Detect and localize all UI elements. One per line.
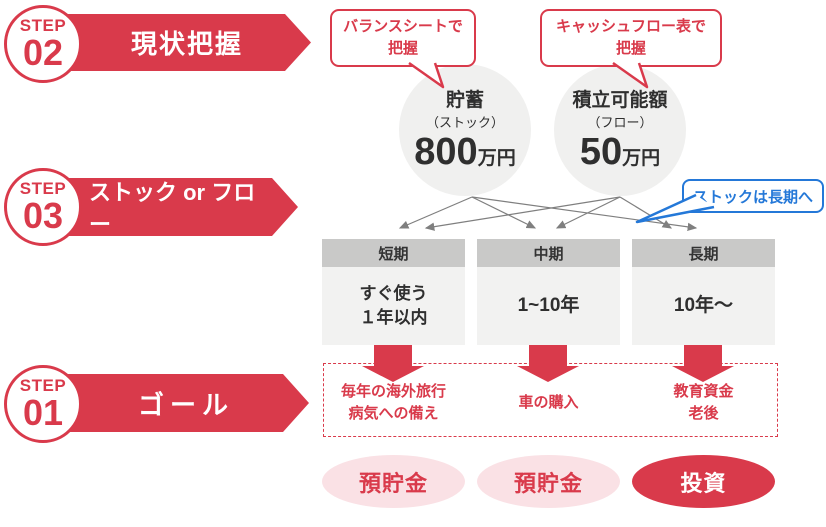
reserve-amount-value: 50 [579,131,623,173]
arrow-reserve-to-mid [555,196,621,229]
arrow-reserve-to-long [619,196,673,229]
balance-sheet-callout-line2: 把握 [387,40,418,57]
reserve-amount: 50万円 [580,133,660,171]
reserve-title: 積立可能額 [572,90,668,111]
balance-sheet-callout-line1: バランスシートで [343,18,463,36]
method-investment-label: 投資 [680,470,727,496]
method-deposit-oval-short: 預貯金 [322,455,465,508]
step01-number: 01 [22,392,64,433]
step01-banner: ゴール [55,374,309,432]
reserve-subtitle: （フロー） [587,114,653,130]
term-column-mid: 中期 1~10年 [477,239,620,345]
method-deposit-label-mid: 預貯金 [513,470,583,496]
step02-banner: 現状把握 [55,14,311,71]
method-deposit-oval-mid: 預貯金 [477,455,620,508]
step03-title: ストック or フロー [89,180,256,237]
goal-short-line2: 病気への備え [348,405,439,422]
step02-badge: STEP 02 [4,5,82,83]
savings-amount: 800万円 [414,133,515,171]
goal-long-term: 教育資金 老後 [632,380,775,426]
term-mid-header: 中期 [477,239,620,267]
term-short-body: すぐ使う １年以内 [322,267,465,345]
goal-long-line2: 老後 [688,405,719,422]
reserve-flow-circle: 積立可能額 （フロー） 50万円 [554,64,686,196]
stock-long-term-text: ストックは長期へ [692,188,813,206]
term-long-header: 長期 [632,239,775,267]
cash-flow-callout-line1: キャッシュフロー表で [555,18,706,36]
arrow-reserve-to-short [424,196,621,231]
term-column-long: 長期 10年～ [632,239,775,345]
balance-sheet-callout: バランスシートで 把握 [330,9,476,67]
method-investment-oval: 投資 [632,455,775,508]
savings-amount-value: 800 [414,131,478,173]
step01-badge: STEP 01 [4,365,82,443]
method-deposit-label-short: 預貯金 [358,470,428,496]
step02-number: 02 [22,32,64,73]
step01-title: ゴール [137,389,234,420]
goal-mid-term: 車の購入 [477,380,620,426]
term-mid-body: 1~10年 [477,267,620,345]
goal-mid-line1: 車の購入 [518,393,579,411]
goal-short-term: 毎年の海外旅行 病気への備え [322,380,465,426]
savings-stock-circle: 貯蓄 （ストック） 800万円 [399,64,531,196]
cash-flow-callout-line2: 把握 [615,40,646,57]
goal-long-line1: 教育資金 [673,382,734,400]
step01-label: STEP [19,376,67,395]
reserve-amount-unit: 万円 [622,148,661,169]
step03-number: 03 [22,195,64,236]
step03-banner: ストック or フロー [55,178,298,236]
allocation-arrows [398,196,698,232]
term-long-body: 10年～ [632,267,775,345]
cash-flow-callout: キャッシュフロー表で 把握 [540,9,722,67]
term-short-line2: １年以内 [359,308,428,327]
savings-subtitle: （ストック） [425,114,504,130]
arrow-savings-to-mid [471,196,537,229]
term-column-short: 短期 すぐ使う １年以内 [322,239,465,345]
step02-label: STEP [19,16,67,35]
step03-label: STEP [19,179,67,198]
term-short-header: 短期 [322,239,465,267]
arrow-savings-to-long [471,196,698,232]
stock-long-term-callout: ストックは長期へ [682,179,824,213]
step03-badge: STEP 03 [4,168,82,246]
term-mid-line1: 1~10年 [517,294,580,316]
goal-short-line1: 毎年の海外旅行 [340,382,446,400]
step02-title: 現状把握 [130,29,243,59]
term-short-line1: すぐ使う [359,284,428,304]
term-long-line1: 10年～ [673,294,734,316]
arrow-savings-to-short [398,196,473,229]
savings-amount-unit: 万円 [477,148,516,169]
savings-title: 貯蓄 [445,90,484,111]
